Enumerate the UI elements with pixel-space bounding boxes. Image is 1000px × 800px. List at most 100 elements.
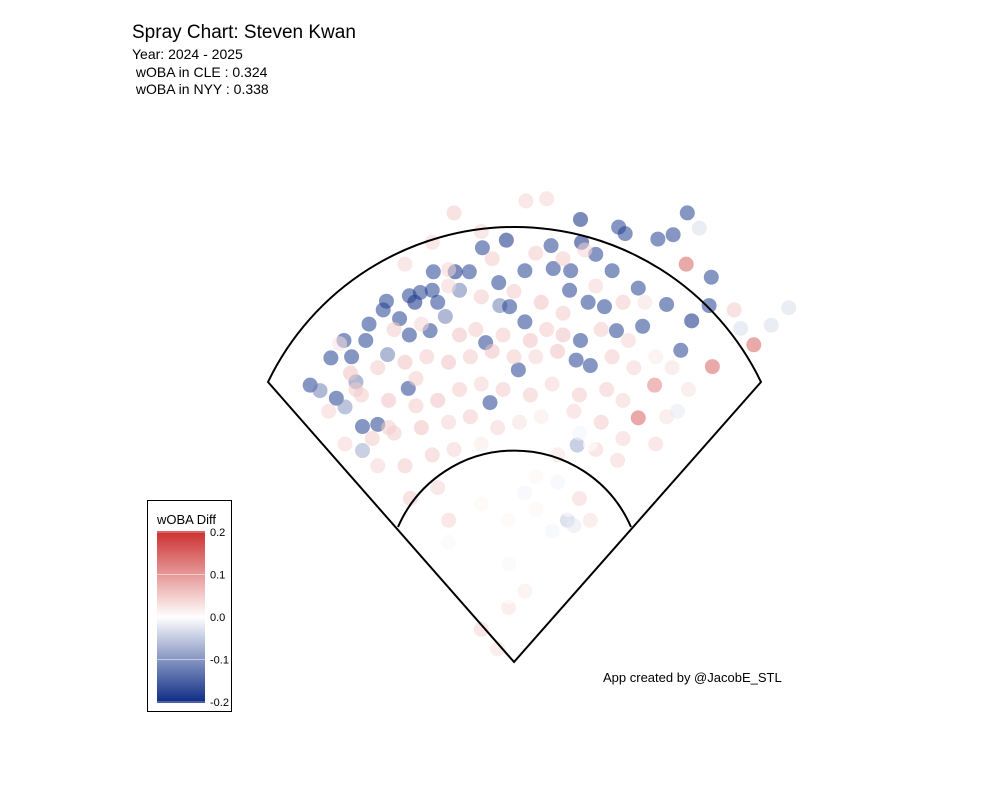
batted-ball-point [473,436,489,452]
batted-ball-point [648,436,664,452]
batted-ball-point [381,392,397,408]
batted-ball-point [686,431,702,447]
batted-ball-point [746,337,762,353]
batted-ball-point [678,256,694,272]
batted-ball-point [569,437,585,453]
batted-ball-point [588,278,604,294]
batted-ball-point [544,376,560,392]
legend-title: wOBA Diff [156,512,216,527]
batted-ball-point [479,523,495,539]
batted-ball-point [370,360,386,376]
batted-ball-point [670,403,685,419]
batted-ball-point [484,343,500,359]
legend-tick-label: 0.2 [210,527,225,539]
batted-ball-point [397,458,413,474]
chart-title: Spray Chart: Steven Kwan [132,22,356,43]
batted-ball-point [506,463,522,479]
batted-ball-point [484,458,500,474]
batted-ball-point [437,308,453,324]
batted-ball-point [571,425,587,441]
batted-ball-point [566,518,582,534]
batted-ball-point [637,294,653,310]
batted-ball-point [462,349,478,365]
batted-ball-point [321,403,337,419]
batted-ball-point [517,314,533,330]
batted-ball-point [566,403,582,419]
batted-ball-point [364,431,380,447]
batted-ball-point [572,211,588,227]
batted-ball-point [425,264,441,280]
batted-ball-point [386,322,402,338]
batted-ball-point [491,275,507,291]
batted-ball-point [457,518,473,534]
batted-ball-point [582,358,598,374]
batted-ball-point [501,589,517,605]
batted-ball-point [506,349,522,365]
batted-ball-point [358,332,374,348]
batted-ball-point [490,641,506,657]
batted-ball-point [348,382,364,397]
batted-ball-point [543,238,559,254]
batted-ball-point [473,223,489,239]
batted-ball-point [397,256,413,272]
batted-ball-point [446,205,462,221]
batted-ball-point [473,621,489,637]
batted-ball-point [604,349,620,365]
batted-ball-point [647,377,663,393]
batted-ball-point [461,264,477,280]
batted-ball-point [550,474,566,490]
batted-ball-point [517,485,533,501]
batted-ball-point [408,398,424,414]
batted-ball-point [533,409,549,425]
batted-ball-point [563,263,579,279]
batted-ball-point [615,294,631,310]
batted-ball-point [413,316,429,332]
batted-ball-point [555,327,571,343]
batted-ball-point [484,251,500,267]
legend-tick-label: 0.1 [210,570,225,582]
batted-ball-point [610,452,626,468]
batted-ball-point [561,501,576,517]
batted-ball-point [528,469,544,485]
batted-ball-point [441,534,457,550]
batted-ball-point [577,242,593,258]
batted-ball-point [555,251,571,267]
batted-ball-point [665,227,681,243]
batted-ball-point [441,278,457,294]
batted-ball-point [664,360,680,376]
batted-ball-point [608,323,624,339]
batted-ball-point [617,226,633,242]
batted-ball-point [539,322,555,338]
batted-ball-point [555,425,571,441]
batted-ball-point [323,350,339,366]
batted-ball-point [490,420,506,436]
batted-ball-point [484,572,500,588]
batted-ball-point [332,336,348,352]
batted-ball-point [337,399,353,415]
batted-ball-point [498,232,514,248]
batted-ball-point [635,318,651,334]
batted-ball-point [375,302,391,318]
batted-ball-point [506,283,522,299]
batted-ball-point [473,496,489,512]
batted-ball-point [412,284,428,300]
batted-ball-point [408,371,424,387]
batted-ball-point [510,362,526,378]
batted-ball-point [370,458,386,474]
batted-ball-point [462,409,478,425]
batted-ball-point [501,512,517,528]
batted-ball-point [626,360,642,376]
batted-ball-point [533,545,549,561]
batted-ball-point [430,294,446,310]
batted-ball-point [630,410,646,426]
batted-ball-point [691,220,707,236]
batted-ball-point [354,443,370,459]
batted-ball-point [482,395,498,411]
batted-ball-point [424,447,440,463]
batted-ball-point [544,523,560,539]
batted-ball-point [593,322,609,338]
batted-ball-point [452,491,467,506]
batted-ball-point [679,205,695,221]
batted-ball-point [381,420,397,436]
